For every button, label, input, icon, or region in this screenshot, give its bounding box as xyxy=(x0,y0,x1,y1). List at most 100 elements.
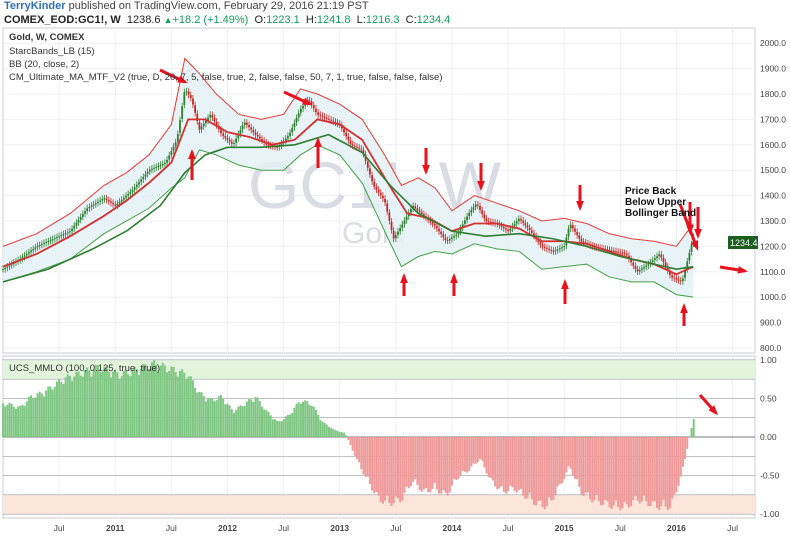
price-candle-body xyxy=(293,122,296,128)
price-candle-body xyxy=(351,144,354,146)
price-candle-body xyxy=(485,218,488,222)
price-candle-body xyxy=(466,216,468,220)
osc-bar xyxy=(375,437,378,493)
red-arrow-head xyxy=(302,97,313,106)
price-candle-body xyxy=(410,208,412,213)
last-price: 1238.6 xyxy=(126,14,161,26)
upper-band-line xyxy=(2,57,694,247)
price-candle-body xyxy=(561,247,563,249)
osc-bar xyxy=(282,419,285,437)
time-tick-label: 2013 xyxy=(330,523,349,533)
osc-bar xyxy=(671,437,674,499)
price-candle-body xyxy=(638,269,641,272)
osc-bar xyxy=(23,406,26,437)
price-candle-body xyxy=(539,241,542,245)
price-candle-body xyxy=(533,233,535,236)
osc-bar xyxy=(189,376,192,437)
osc-bar xyxy=(366,437,369,477)
osc-bar xyxy=(444,437,447,493)
osc-bar xyxy=(394,437,397,497)
osc-bar xyxy=(153,360,156,437)
price-candle-body xyxy=(356,146,358,148)
price-candle-body xyxy=(580,238,583,242)
price-candle-body xyxy=(571,225,574,229)
osc-bar xyxy=(515,437,518,493)
osc-bar xyxy=(330,428,333,437)
osc-bar xyxy=(630,437,633,507)
osc-bar xyxy=(12,406,15,437)
price-candle-body xyxy=(615,251,617,253)
price-candle-body xyxy=(328,118,330,120)
osc-bar xyxy=(634,437,637,496)
osc-bar xyxy=(77,371,80,437)
osc-bar xyxy=(649,437,652,506)
osc-bar xyxy=(172,366,175,437)
price-candle-body xyxy=(43,243,45,245)
open-value: 1223.1 xyxy=(266,14,300,26)
osc-bar xyxy=(21,404,24,437)
price-candle-body xyxy=(194,105,197,113)
price-candle-body xyxy=(671,275,674,278)
osc-bar xyxy=(226,403,229,437)
price-candle-body xyxy=(246,122,248,125)
price-candle-body xyxy=(302,105,304,109)
osc-bar xyxy=(422,437,425,490)
price-candle-body xyxy=(682,278,684,282)
price-candle-body xyxy=(79,217,82,220)
osc-bar xyxy=(440,437,443,494)
osc-legend: UCS_MMLO (100, 0.125, true, true) xyxy=(9,363,160,374)
osc-tick-label: 1.00 xyxy=(760,355,777,365)
osc-bar xyxy=(379,437,382,502)
osc-bar xyxy=(17,406,20,437)
price-candle-body xyxy=(252,130,255,133)
author-link[interactable]: TerryKinder xyxy=(4,0,66,12)
osc-bar xyxy=(155,364,158,437)
osc-bar xyxy=(250,399,253,437)
open-label: O: xyxy=(254,14,267,26)
price-candle-body xyxy=(233,143,235,145)
price-candle-body xyxy=(317,112,320,115)
time-tick-label: 2012 xyxy=(218,523,237,533)
osc-bar xyxy=(103,366,106,437)
osc-bar xyxy=(235,410,238,437)
red-arrow-head xyxy=(694,228,702,239)
price-candle-body xyxy=(472,207,475,210)
osc-bar xyxy=(453,437,456,480)
osc-bar xyxy=(241,406,244,437)
price-candle-body xyxy=(84,211,86,214)
price-candle-body xyxy=(200,126,203,130)
price-tick-label: 1300.0 xyxy=(760,216,786,226)
price-candle-body xyxy=(479,206,481,210)
osc-bar xyxy=(640,437,643,502)
osc-bar xyxy=(94,364,97,437)
price-candle-body xyxy=(502,226,505,229)
osc-bar xyxy=(125,370,128,437)
price-candle-body xyxy=(196,113,199,122)
price-candle-body xyxy=(23,255,26,257)
price-candle-body xyxy=(505,228,507,230)
price-candle-body xyxy=(520,219,522,221)
osc-bar xyxy=(459,437,462,476)
price-candle-body xyxy=(144,174,147,177)
osc-bar xyxy=(614,437,617,501)
red-arrow-head xyxy=(690,240,699,251)
price-candle-body xyxy=(319,114,322,116)
osc-bar xyxy=(584,437,587,493)
osc-bar xyxy=(261,406,264,437)
osc-bar xyxy=(239,405,242,437)
osc-bar xyxy=(494,437,497,487)
time-tick-label: 2011 xyxy=(106,523,125,533)
osc-bar xyxy=(528,437,531,494)
osc-bar xyxy=(122,370,125,437)
osc-bar xyxy=(224,404,227,437)
osc-bar xyxy=(524,437,527,499)
osc-bar xyxy=(433,437,436,484)
osc-bar xyxy=(131,369,134,437)
price-tick-label: 800.0 xyxy=(760,343,782,353)
osc-bar xyxy=(507,437,510,492)
osc-bar xyxy=(414,437,417,480)
osc-bar xyxy=(384,437,387,501)
osc-bar xyxy=(476,437,479,463)
osc-bar xyxy=(47,386,50,437)
